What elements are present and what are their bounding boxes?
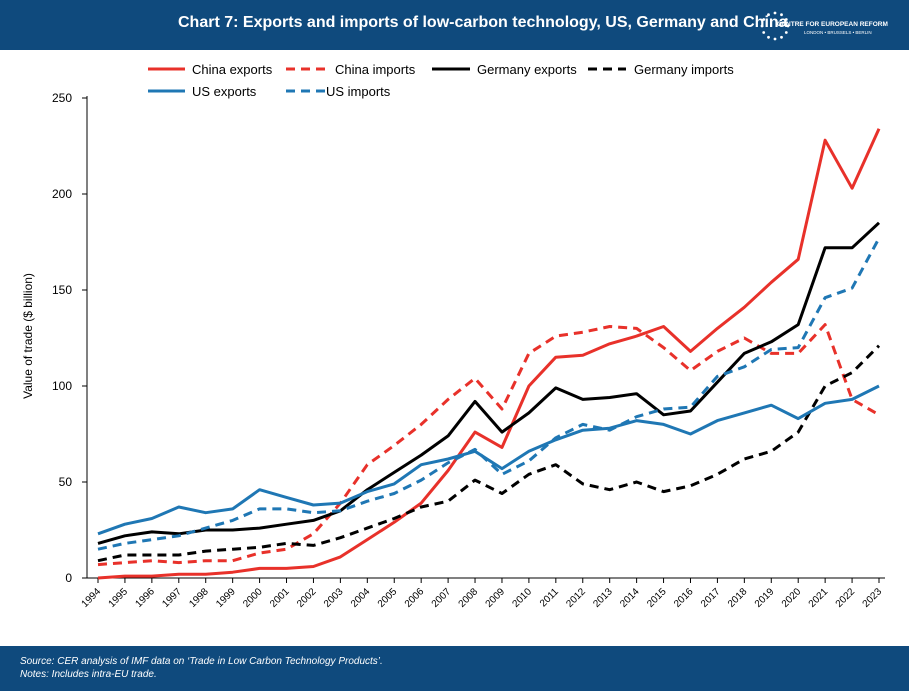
legend-label-china-exports: China exports (192, 62, 273, 77)
logo-star (762, 31, 766, 34)
series-line-us-exports (97, 384, 880, 536)
y-tick-label: 100 (52, 379, 72, 393)
x-tick-label: 2003 (322, 586, 346, 610)
series-lines (97, 128, 881, 580)
logo-star (767, 13, 770, 17)
logo-star (784, 18, 788, 21)
x-tick-label: 2009 (484, 586, 508, 610)
y-tick-label: 0 (65, 571, 72, 585)
x-tick-label: 2006 (403, 586, 427, 610)
x-tick-label: 2010 (511, 586, 535, 610)
legend-label-us-exports: US exports (192, 84, 257, 99)
x-tick-label: 1994 (80, 586, 104, 610)
chart-footer: Source: CER analysis of IMF data on ‘Tra… (0, 646, 909, 691)
x-tick-label: 2004 (349, 586, 373, 610)
y-tick-label: 250 (52, 91, 72, 105)
series-line-china-imports (97, 323, 880, 567)
x-tick-label: 2018 (726, 586, 750, 610)
y-tick-label: 50 (59, 475, 73, 489)
legend: China exports China imports Germany expo… (148, 62, 734, 99)
x-tick-label: 2017 (699, 586, 723, 610)
logo-star (760, 24, 764, 28)
x-tick-label: 1995 (107, 586, 131, 610)
x-tick-label: 2019 (753, 586, 777, 610)
logo-star (786, 24, 790, 28)
x-tick-label: 1998 (187, 586, 211, 610)
eu-stars-icon (760, 11, 790, 41)
legend-label-us-imports: US imports (326, 84, 391, 99)
x-tick-label: 2020 (780, 586, 804, 610)
x-tick-label: 2015 (645, 586, 669, 610)
x-tick-label: 2021 (807, 586, 831, 610)
y-axis-label: Value of trade ($ billion) (21, 273, 35, 399)
series-line-germany-exports (97, 221, 881, 545)
logo-wordmark: CENTRE FOR EUROPEAN REFORM (777, 21, 888, 28)
series-line-germany-imports (97, 344, 881, 563)
x-tick-label: 1996 (133, 586, 157, 610)
x-ticks: 1994 1995 1996 1997 1998 1999 2000 2001 2002 2003… (80, 578, 885, 610)
chart-title: Chart 7: Exports and imports of low-carb… (178, 14, 788, 31)
y-tick-label: 200 (52, 187, 72, 201)
x-tick-label: 2011 (538, 586, 561, 609)
legend-label-germany-exports: Germany exports (477, 62, 577, 77)
y-ticks: 0 50 100 150 200 250 (52, 91, 87, 585)
line-chart: China exports China imports Germany expo… (21, 62, 885, 610)
x-tick-label: 2008 (457, 586, 481, 610)
x-tick-label: 2007 (430, 586, 454, 610)
logo-cities: LONDON • BRUSSELS • BERLIN (804, 30, 872, 35)
x-tick-label: 1999 (214, 586, 238, 610)
notes: Notes: Includes intra-EU trade. (20, 669, 157, 680)
logo-star (773, 11, 777, 15)
logo-star (780, 13, 783, 17)
logo-star (762, 18, 766, 21)
source-note: Source: CER analysis of IMF data on ‘Tra… (20, 656, 383, 667)
chart-header: Chart 7: Exports and imports of low-carb… (0, 0, 909, 50)
legend-label-china-imports: China imports (335, 62, 416, 77)
x-tick-label: 2000 (241, 586, 265, 610)
logo-star (767, 35, 770, 39)
x-tick-label: 2014 (618, 586, 642, 610)
x-tick-label: 2012 (564, 586, 588, 610)
x-tick-label: 2002 (295, 586, 319, 610)
logo-star (780, 35, 783, 39)
logo-star (773, 37, 777, 41)
legend-label-germany-imports: Germany imports (634, 62, 734, 77)
x-tick-label: 2022 (834, 586, 858, 610)
y-tick-label: 150 (52, 283, 72, 297)
x-tick-label: 1997 (160, 586, 184, 610)
x-tick-label: 2023 (861, 586, 885, 610)
x-tick-label: 2016 (672, 586, 696, 610)
x-tick-label: 2001 (268, 586, 292, 610)
x-tick-label: 2013 (591, 586, 615, 610)
cer-logo: CENTRE FOR EUROPEAN REFORM LONDON • BRUSS… (757, 8, 888, 44)
x-tick-label: 2005 (376, 586, 400, 610)
series-line-china-exports (97, 128, 881, 580)
logo-star (784, 31, 788, 34)
